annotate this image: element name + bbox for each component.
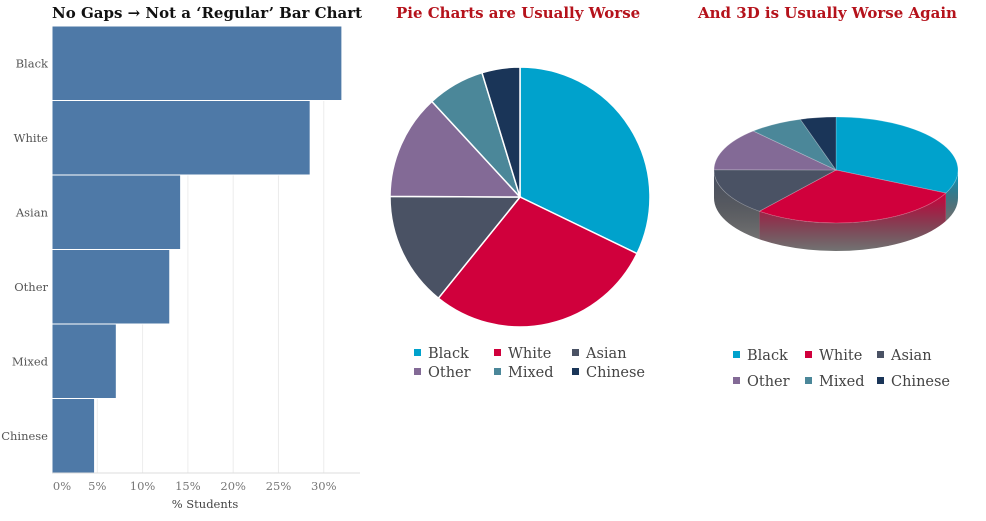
- slice-other: [389, 100, 522, 198]
- legend-label: Chinese: [891, 374, 951, 390]
- bar-chinese: [51, 398, 96, 474]
- bar-mixed: [51, 323, 117, 399]
- x-tick-label: 15%: [175, 479, 201, 493]
- legend-label: Asian: [586, 346, 627, 362]
- legend-item-chinese: Chinese: [877, 374, 950, 390]
- legend-swatch: [733, 376, 740, 384]
- x-tick-label: 0%: [53, 479, 71, 493]
- pie3d-legend: Black White Asian Other Mixed Chinese: [733, 348, 986, 398]
- x-tick-label: 20%: [220, 479, 246, 493]
- y-tick-label: Other: [14, 280, 48, 294]
- legend-swatch: [494, 348, 501, 356]
- legend-item-mixed: Mixed: [805, 374, 865, 390]
- legend-item-black: Black: [733, 348, 788, 364]
- legend-label: White: [508, 346, 552, 362]
- bar-white: [51, 100, 311, 176]
- side-white: [759, 193, 946, 251]
- side-asian: [714, 170, 760, 240]
- legend-label: Black: [428, 346, 469, 362]
- legend-item-black: Black: [414, 346, 469, 362]
- x-tick-label: 30%: [311, 479, 337, 493]
- bar-black: [51, 25, 343, 101]
- legend-swatch: [733, 350, 740, 358]
- legend-item-asian: Asian: [572, 346, 627, 362]
- pie-chart-panel: Pie Charts are Usually Worse Black White A…: [372, 0, 672, 517]
- legend-label: Asian: [891, 348, 932, 364]
- bar-chart: 0% 5% 10% 15% 20% 25% 30% Black White Asian Other M…: [1, 25, 360, 511]
- legend-item-asian: Asian: [877, 348, 932, 364]
- top-slice-black: [835, 116, 959, 194]
- top-slice-asian: [713, 169, 837, 212]
- legend-swatch: [805, 350, 812, 358]
- y-tick-label: White: [14, 131, 49, 145]
- slice-chinese: [481, 66, 521, 198]
- top-slice-other: [713, 130, 837, 171]
- legend-swatch: [805, 376, 812, 384]
- y-tick-label: Black: [16, 56, 49, 70]
- legend-item-white: White: [805, 348, 862, 364]
- legend-item-mixed: Mixed: [494, 365, 554, 381]
- x-tick-label: 25%: [266, 479, 292, 493]
- pie-chart: [389, 66, 651, 328]
- x-tick-label: 10%: [130, 479, 156, 493]
- bar-chart-title: No Gaps → Not a ‘Regular’ Bar Chart: [52, 4, 363, 22]
- legend-swatch: [414, 367, 421, 375]
- legend-label: Other: [428, 365, 471, 381]
- top-slice-white: [758, 169, 947, 224]
- legend-swatch: [414, 348, 421, 356]
- pie3d-chart: [713, 116, 959, 251]
- x-tick-label: 5%: [88, 479, 106, 493]
- legend-label: White: [819, 348, 863, 364]
- bar-other: [51, 249, 171, 325]
- slice-asian: [389, 195, 522, 300]
- top-slice-mixed: [752, 118, 838, 172]
- pie-legend: Black White Asian Other Mixed Chinese: [414, 346, 674, 390]
- legend-label: Mixed: [508, 365, 554, 381]
- y-tick-label: Chinese: [1, 429, 48, 443]
- legend-swatch: [572, 348, 579, 356]
- legend-item-chinese: Chinese: [572, 365, 645, 381]
- legend-item-white: White: [494, 346, 551, 362]
- bar-chart-panel: No Gaps → Not a ‘Regular’ Bar Chart 0% 5%…: [0, 0, 365, 517]
- legend-item-other: Other: [414, 365, 471, 381]
- legend-item-other: Other: [733, 374, 790, 390]
- y-tick-label: Mixed: [12, 354, 49, 368]
- x-axis-label: % Students: [172, 497, 239, 511]
- legend-label: Black: [747, 348, 788, 364]
- pie3d-chart-panel: And 3D is Usually Worse Again Black White…: [685, 0, 985, 517]
- legend-swatch: [877, 350, 884, 358]
- pie3d-chart-title: And 3D is Usually Worse Again: [698, 4, 957, 22]
- legend-label: Other: [747, 374, 790, 390]
- top-slice-chinese: [799, 116, 837, 172]
- slice-black: [519, 66, 651, 255]
- legend-swatch: [572, 367, 579, 375]
- legend-label: Mixed: [819, 374, 865, 390]
- side-black: [945, 170, 958, 222]
- y-tick-label: Asian: [15, 205, 49, 219]
- legend-swatch: [877, 376, 884, 384]
- legend-label: Chinese: [586, 365, 646, 381]
- bar-asian: [51, 174, 182, 250]
- pie-chart-title: Pie Charts are Usually Worse: [396, 4, 641, 22]
- legend-swatch: [494, 367, 501, 375]
- slice-white: [437, 196, 639, 328]
